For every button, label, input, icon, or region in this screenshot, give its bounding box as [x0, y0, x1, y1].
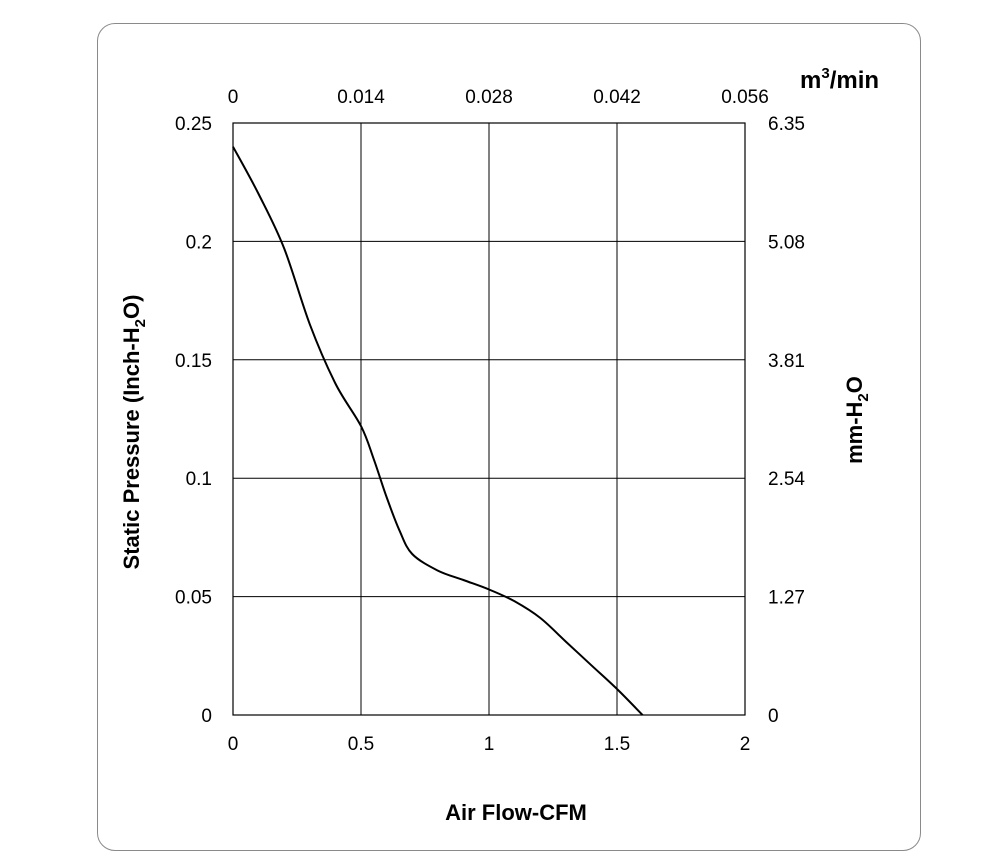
x-tick-label: 1.5 — [604, 734, 630, 755]
x-tick-label: 1 — [484, 734, 495, 755]
right-axis-ticks: 0 1.27 2.54 3.81 5.08 6.35 — [768, 114, 805, 727]
x-axis-title: Air Flow-CFM — [445, 800, 587, 825]
y-tick-label: 0.2 — [186, 232, 212, 253]
y-tick-label: 0.05 — [175, 588, 212, 609]
top-tick-label: 0 — [228, 87, 239, 108]
y-tick-label: 0.1 — [186, 469, 212, 490]
right-axis-title: mm-H2O — [842, 376, 872, 464]
chart-frame — [97, 23, 921, 851]
right-tick-label: 2.54 — [768, 469, 805, 490]
top-tick-label: 0.056 — [721, 87, 769, 108]
x-axis-ticks: 0 0.5 1 1.5 2 — [228, 734, 751, 755]
top-axis-ticks: 0 0.014 0.028 0.042 0.056 — [228, 87, 769, 108]
y-tick-label: 0 — [201, 706, 212, 727]
y-tick-label: 0.25 — [175, 114, 212, 135]
top-tick-label: 0.028 — [465, 87, 513, 108]
right-tick-label: 1.27 — [768, 588, 805, 609]
top-axis-unit: m3/min — [800, 65, 879, 94]
right-tick-label: 6.35 — [768, 114, 805, 135]
x-tick-label: 2 — [740, 734, 751, 755]
right-tick-label: 0 — [768, 706, 779, 727]
top-tick-label: 0.042 — [593, 87, 641, 108]
x-tick-label: 0 — [228, 734, 239, 755]
y-axis-title: Static Pressure (Inch-H2O) — [119, 295, 149, 570]
right-tick-label: 5.08 — [768, 232, 805, 253]
y-axis-ticks: 0 0.05 0.1 0.15 0.2 0.25 — [175, 114, 212, 727]
series-line — [232, 146, 644, 716]
grid — [232, 122, 746, 716]
plot-area — [232, 122, 746, 716]
x-tick-label: 0.5 — [348, 734, 374, 755]
right-tick-label: 3.81 — [768, 351, 805, 372]
top-tick-label: 0.014 — [337, 87, 385, 108]
y-tick-label: 0.15 — [175, 351, 212, 372]
